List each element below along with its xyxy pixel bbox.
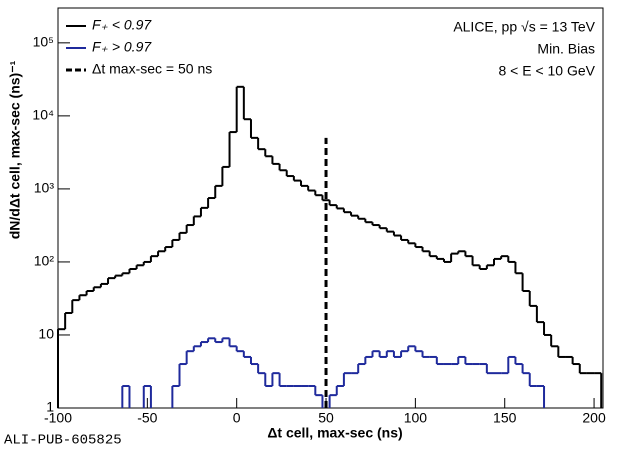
x-tick-label: 0 [233,410,241,426]
x-tick-label: 150 [493,410,517,426]
y-tick-label: 10³ [34,180,55,196]
y-tick-label: 10 [38,326,54,342]
y-axis-label: dN/dΔt cell, max-sec (ns)⁻¹ [7,60,23,239]
x-tick-label: 50 [318,410,334,426]
legend-label: F₊ < 0.97 [92,17,152,33]
y-tick-label: 10⁴ [32,107,54,123]
legend-label: Δt max-sec = 50 ns [92,61,212,77]
annotation: 8 < E < 10 GeV [498,63,595,79]
y-tick-label: 10² [34,253,55,269]
x-axis-label: Δt cell, max-sec (ns) [267,425,402,441]
x-tick-label: -100 [44,410,72,426]
legend-label: F₊ > 0.97 [92,39,152,55]
x-tick-label: 200 [582,410,606,426]
x-tick-label: -50 [137,410,157,426]
y-tick-label: 10⁵ [33,34,54,50]
y-tick-label: 1 [46,399,54,415]
annotation: ALICE, pp √s = 13 TeV [453,19,595,35]
footer: ALI-PUB-605825 [4,433,122,449]
annotation: Min. Bias [537,41,595,57]
x-tick-label: 100 [404,410,428,426]
